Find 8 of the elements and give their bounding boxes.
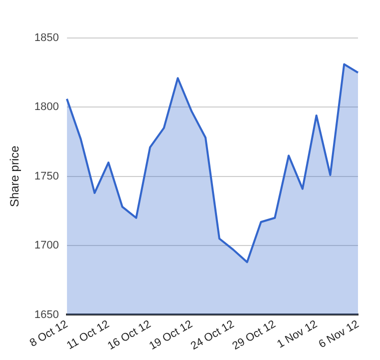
y-tick-label: 1750 (34, 170, 59, 182)
y-tick-label: 1650 (34, 308, 59, 321)
y-axis-title: Share price (8, 145, 22, 208)
y-tick-label: 1800 (34, 101, 59, 114)
y-tick-label: 1700 (34, 240, 59, 252)
x-tick-label: 1 Nov 12 (275, 318, 320, 351)
y-tick-label: 1850 (34, 32, 59, 44)
x-tick-label: 6 Nov 12 (316, 318, 362, 351)
